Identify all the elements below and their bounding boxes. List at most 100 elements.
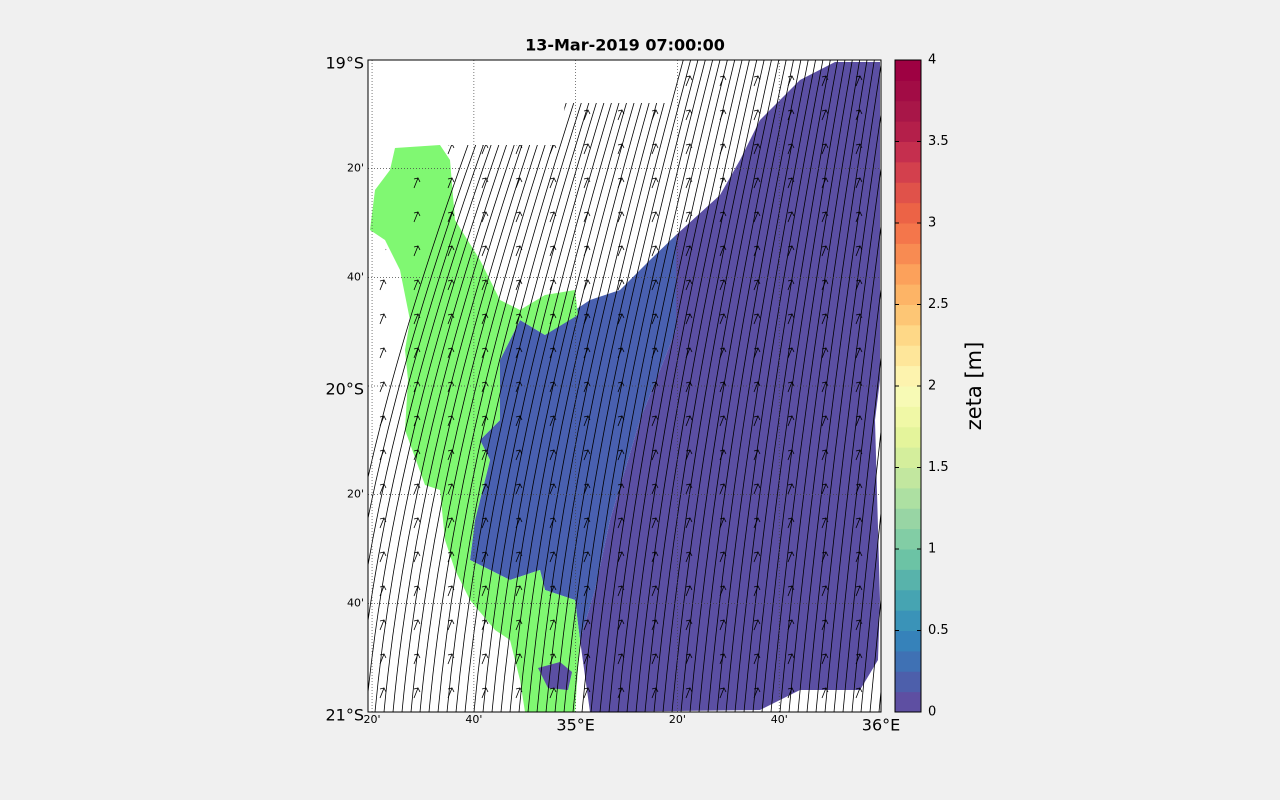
map-title: 13-Mar-2019 07:00:00	[525, 36, 725, 55]
flow-arrow	[379, 449, 387, 461]
streamline	[680, 60, 787, 712]
flow-arrow	[719, 653, 727, 665]
flow-arrow	[515, 585, 523, 597]
flow-arrow	[447, 313, 455, 325]
flow-arrow	[583, 517, 591, 529]
flow-arrow	[787, 551, 795, 563]
streamline	[437, 60, 589, 712]
streamline	[617, 60, 736, 712]
streamline	[860, 60, 881, 712]
flow-arrow	[447, 245, 455, 257]
streamline	[662, 60, 772, 712]
flow-arrow	[855, 619, 863, 631]
flow-arrow	[821, 517, 829, 529]
colorbar-band	[895, 426, 921, 448]
flow-arrow	[719, 551, 727, 563]
colorbar-tick-label: 3	[928, 216, 936, 231]
flow-arrow	[821, 347, 829, 359]
flow-arrow	[515, 381, 523, 393]
colorbar-band	[895, 223, 921, 244]
flow-arrow	[481, 517, 489, 529]
flow-arrow	[855, 143, 863, 155]
flow-arrow	[447, 483, 455, 495]
flow-arrow	[719, 245, 727, 257]
flow-arrow	[447, 687, 455, 699]
streamline	[383, 60, 544, 712]
streamline	[491, 60, 633, 712]
flow-arrow	[719, 483, 727, 495]
flow-arrow	[719, 279, 727, 291]
flow-arrow	[413, 211, 421, 223]
colorbar-band	[895, 80, 921, 102]
flow-arrow	[685, 483, 693, 495]
flow-arrow	[583, 585, 591, 597]
map-frame	[367, 59, 882, 713]
flow-arrow	[753, 313, 761, 325]
colorbar-band	[895, 161, 921, 183]
flow-arrow	[447, 381, 455, 393]
flow-arrow	[787, 619, 795, 631]
flow-arrow	[651, 381, 659, 393]
streamline	[797, 60, 881, 712]
streamline	[734, 60, 831, 712]
flow-arrow	[617, 109, 625, 121]
flow-arrow	[685, 211, 693, 223]
colorbar-band	[895, 650, 921, 672]
streamline	[368, 60, 500, 712]
y-tick-label: 20'	[347, 488, 364, 501]
streamline	[428, 60, 581, 712]
colorbar: 0 0.5 1 1.5 2 2.5 3 3.5 4	[894, 53, 949, 720]
flow-arrow	[685, 245, 693, 257]
flow-arrow	[583, 687, 591, 699]
flow-arrow	[413, 381, 421, 393]
flow-arrow	[651, 517, 659, 529]
streamline	[392, 60, 552, 712]
streamline	[581, 60, 706, 712]
flow-arrow	[821, 313, 829, 325]
flow-arrow	[787, 381, 795, 393]
flow-arrow	[651, 619, 659, 631]
colorbar-band	[895, 365, 921, 387]
flow-arrow	[515, 653, 523, 665]
flow-arrow	[413, 551, 421, 563]
flow-arrow	[855, 279, 863, 291]
flow-arrow	[787, 245, 795, 257]
flow-arrow	[379, 687, 387, 699]
flow-arrow	[583, 177, 591, 189]
flow-arrow	[821, 143, 829, 155]
flow-arrow	[447, 279, 455, 291]
flow-arrow	[821, 245, 829, 257]
streamlines	[368, 60, 881, 712]
flow-arrow	[753, 279, 761, 291]
flow-arrow	[549, 551, 557, 563]
streamline	[368, 60, 530, 712]
flow-arrow	[413, 415, 421, 427]
y-tick-label: 20'	[347, 162, 364, 175]
flow-arrow	[413, 279, 421, 291]
flow-arrow	[481, 347, 489, 359]
colorbar-band	[895, 182, 921, 204]
flow-arrow	[719, 687, 727, 699]
colorbar-band	[895, 508, 921, 530]
x-tick-label: 20'	[669, 713, 686, 726]
x-tick-label: 20'	[364, 713, 381, 726]
flow-arrow	[379, 483, 387, 495]
flow-arrow	[719, 449, 727, 461]
flow-arrow	[617, 381, 625, 393]
colorbar-band	[895, 100, 921, 122]
flow-arrow	[447, 449, 455, 461]
flow-arrow	[447, 653, 455, 665]
flow-arrow	[787, 279, 795, 291]
flow-arrow	[855, 653, 863, 665]
flow-arrow	[753, 585, 761, 597]
flow-arrow	[855, 211, 863, 223]
flow-arrow	[651, 143, 659, 155]
flow-arrow	[515, 619, 523, 631]
flow-arrow	[379, 313, 387, 325]
flow-arrow	[855, 687, 863, 699]
colorbar-band	[895, 406, 921, 428]
flow-arrow	[617, 313, 625, 325]
flow-arrow	[787, 211, 795, 223]
flow-arrow	[719, 75, 727, 87]
flow-arrow	[617, 517, 625, 529]
